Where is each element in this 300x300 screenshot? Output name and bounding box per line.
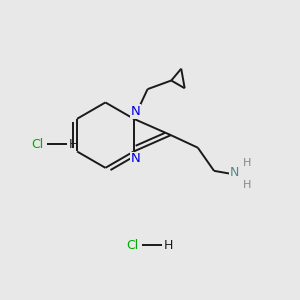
Text: H: H xyxy=(68,138,78,151)
Text: H: H xyxy=(243,180,251,190)
Text: H: H xyxy=(164,238,173,252)
Text: N: N xyxy=(130,105,140,118)
Text: Cl: Cl xyxy=(31,138,44,151)
Text: H: H xyxy=(243,158,251,168)
Text: N: N xyxy=(130,152,140,165)
Text: Cl: Cl xyxy=(126,238,139,252)
Text: N: N xyxy=(230,167,239,179)
